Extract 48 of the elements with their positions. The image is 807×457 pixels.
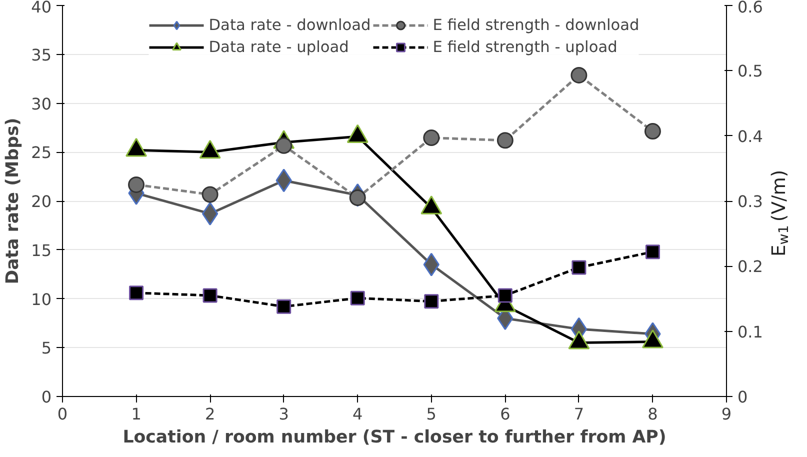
- legend-label: Data rate - download: [208, 16, 371, 34]
- legend-label: E field strength - download: [432, 16, 640, 34]
- legend-label: Data rate - upload: [208, 38, 349, 56]
- point: [202, 288, 218, 303]
- y-tick-label: 0: [41, 388, 52, 406]
- point: [498, 288, 512, 303]
- point: [572, 260, 586, 275]
- y2-axis-title: Ew1 (V/m): [769, 170, 792, 256]
- x-tick-label: 3: [278, 404, 289, 424]
- point: [496, 132, 514, 149]
- y-tick-label: 35: [31, 45, 52, 64]
- x-tick-label: 1: [131, 404, 142, 424]
- point: [423, 130, 440, 146]
- point: [202, 186, 218, 203]
- point: [350, 290, 365, 306]
- x-tick-label: 5: [426, 404, 436, 424]
- x-tick-label: 8: [648, 404, 658, 424]
- point: [644, 123, 661, 140]
- x-tick-label: 2: [204, 404, 216, 424]
- y2-tick-label: 0.5: [738, 62, 763, 81]
- y2-tick-label: 0.2: [738, 257, 763, 276]
- y-tick-label: 25: [31, 143, 52, 162]
- y2-tick-label: 0: [738, 388, 748, 406]
- point: [128, 176, 145, 193]
- point: [645, 244, 660, 260]
- y-tick-label: 10: [31, 290, 52, 309]
- y-tick-label: 30: [31, 94, 52, 114]
- x-axis-title: Location / room number (ST - closer to further from AP): [122, 428, 666, 448]
- point: [349, 190, 366, 206]
- x-tick-label: 6: [500, 404, 510, 424]
- point: [424, 294, 439, 309]
- y2-tick-label: 0.1: [738, 322, 763, 342]
- y-axis-title: Data rate (Mbps): [3, 118, 24, 284]
- x-tick-label: 4: [352, 404, 363, 424]
- y-tick-label: 40: [31, 0, 52, 16]
- y2-tick-label: 0.4: [738, 126, 763, 146]
- legend-label: E field strength - upload: [432, 38, 618, 56]
- y2-tick-label: 0.3: [738, 192, 763, 211]
- y-tick-label: 15: [31, 240, 52, 260]
- x-tick-label: 0: [57, 404, 68, 424]
- point: [129, 286, 144, 300]
- point: [276, 299, 292, 314]
- point: [570, 66, 588, 84]
- y-tick-label: 20: [31, 192, 52, 211]
- x-tick-label: 7: [574, 404, 584, 424]
- x-tick-label: 9: [721, 404, 732, 424]
- y2-tick-label: 0.6: [738, 0, 763, 16]
- y-tick-label: 5: [41, 338, 52, 358]
